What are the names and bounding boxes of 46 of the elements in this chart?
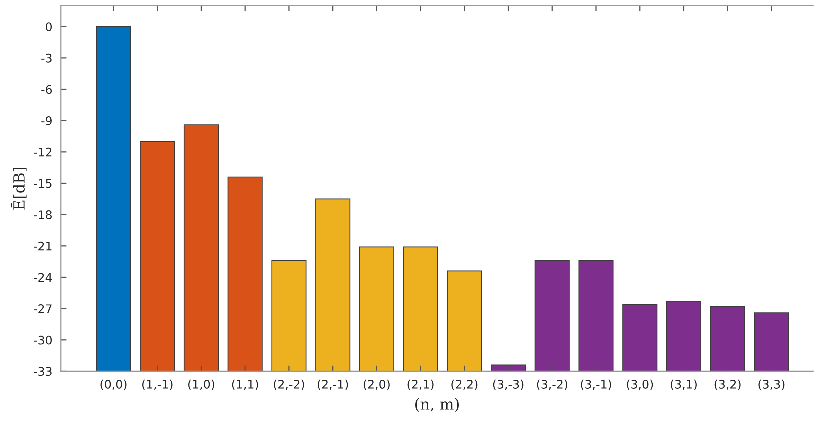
x-tick-label: (2,0) [364, 380, 390, 390]
bar [710, 306, 746, 372]
bar [622, 304, 658, 372]
x-tick-label: (3,-3) [493, 380, 524, 390]
x-axis-title: (n, m) [415, 398, 460, 412]
bar [754, 312, 790, 372]
y-tick-label: -18 [34, 210, 52, 220]
x-tick-label: (1,1) [232, 380, 258, 390]
bar [666, 301, 702, 372]
bar [140, 141, 176, 372]
bar [316, 198, 351, 372]
x-tick-label: (3,1) [670, 380, 697, 390]
y-tick-label: -15 [34, 179, 52, 188]
bar [96, 26, 132, 372]
x-tick-label: (2,1) [408, 380, 434, 390]
y-tick-label: -6 [42, 85, 52, 94]
bar [578, 260, 614, 372]
bar [403, 246, 438, 372]
x-tick-label: (1,-1) [142, 380, 173, 390]
bar [184, 124, 220, 372]
y-tick-label: -24 [34, 273, 52, 282]
y-tick-label: -9 [42, 116, 52, 126]
y-tick-label: -21 [34, 242, 52, 251]
bar [228, 176, 263, 372]
y-tick-label: -27 [34, 304, 52, 314]
x-tick-label: (1,0) [188, 380, 214, 390]
x-tick-label: (3,3) [758, 380, 785, 390]
y-tick-label: -33 [34, 367, 52, 376]
y-tick-label: 0 [46, 22, 52, 32]
y-tick-label: -12 [34, 148, 52, 157]
x-tick-label: (2,-1) [318, 380, 348, 390]
bar [491, 364, 526, 372]
x-tick-label: (3,-2) [537, 380, 568, 390]
bar [272, 260, 307, 372]
x-tick-label: (2,2) [452, 380, 478, 390]
x-tick-label: (3,0) [627, 380, 654, 390]
x-tick-label: (3,2) [714, 380, 741, 390]
x-tick-label: (2,-2) [274, 380, 304, 390]
y-axis-title: Ē[dB] [11, 168, 27, 210]
bar [534, 260, 570, 372]
bar [359, 246, 394, 372]
y-tick-label: -30 [34, 336, 52, 345]
bar [447, 270, 482, 372]
x-tick-label: (0,0) [100, 380, 127, 390]
y-tick-label: -3 [42, 54, 52, 63]
x-tick-label: (3,-1) [581, 380, 612, 390]
